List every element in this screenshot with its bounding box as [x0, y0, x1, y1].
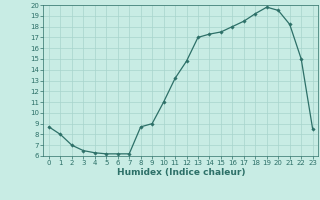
X-axis label: Humidex (Indice chaleur): Humidex (Indice chaleur) [116, 168, 245, 177]
